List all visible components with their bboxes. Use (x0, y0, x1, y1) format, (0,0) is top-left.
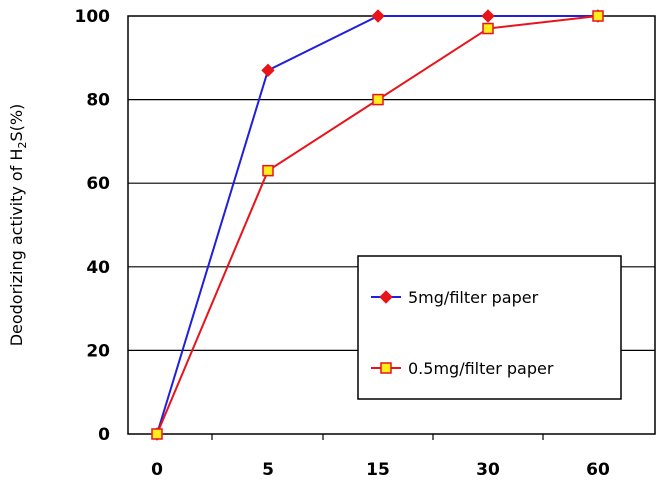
x-tick-label-0: 0 (151, 460, 163, 480)
x-tick-label-30: 30 (476, 460, 500, 480)
y-axis-label-rest: S(%) (7, 104, 26, 142)
series-1-point-3 (482, 22, 494, 35)
y-tick-label-40: 40 (86, 258, 110, 278)
x-tick-label-15: 15 (366, 460, 390, 480)
y-tick-label-0: 0 (98, 425, 110, 445)
y-tick-label-20: 20 (86, 341, 110, 361)
y-axis-label: Deodorizing activity of H2S(%) (7, 104, 29, 347)
series-0-point-2 (371, 9, 385, 23)
x-axis-ticks: 0 5 15 30 60 (151, 434, 610, 480)
series-1-point-4 (592, 10, 604, 22)
y-tick-label-60: 60 (86, 174, 110, 194)
y-tick-label-100: 100 (75, 7, 111, 27)
y-tick-label-80: 80 (86, 91, 110, 111)
series-group (150, 9, 605, 441)
series-0-point-1 (261, 63, 275, 78)
x-tick-label-5: 5 (262, 460, 274, 480)
x-tick-label-60: 60 (586, 460, 610, 480)
legend: 5mg/filter paper 0.5mg/filter paper (357, 255, 622, 400)
legend-label-5mg: 5mg/filter paper (408, 288, 539, 307)
legend-entry-5mg: 5mg/filter paper (371, 288, 539, 307)
series-0-point-3 (481, 9, 495, 23)
y-axis-label-main: Deodorizing activity of H (7, 149, 26, 347)
y-axis-ticks: 0 20 40 60 80 100 (75, 7, 111, 445)
y-axis-label-subscript: 2 (16, 142, 29, 149)
legend-marker-square (380, 362, 392, 374)
legend-label-0.5mg: 0.5mg/filter paper (408, 359, 554, 378)
legend-marker-diamond (379, 290, 393, 304)
series-1-point-1 (262, 164, 274, 177)
legend-box (357, 255, 622, 400)
series-1-point-0 (151, 428, 163, 440)
series-1-point-2 (372, 93, 384, 106)
legend-entry-0.5mg: 0.5mg/filter paper (371, 359, 554, 378)
